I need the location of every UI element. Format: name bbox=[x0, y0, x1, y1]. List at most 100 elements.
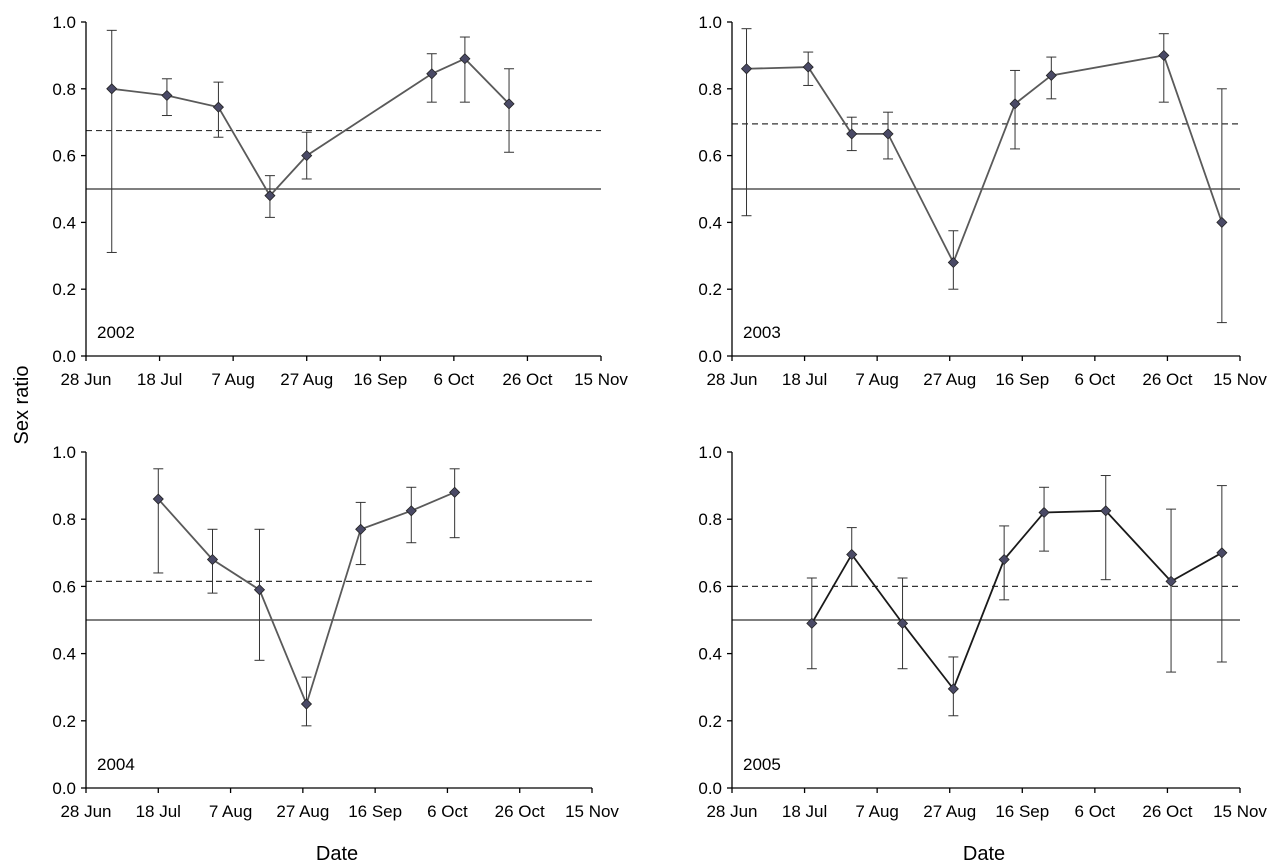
x-tick-label: 7 Aug bbox=[855, 802, 899, 821]
y-tick-label: 0.8 bbox=[698, 510, 722, 529]
x-tick-label: 6 Oct bbox=[434, 370, 475, 389]
x-tick-label: 28 Jun bbox=[60, 370, 111, 389]
data-point bbox=[896, 617, 909, 629]
x-tick-label: 26 Oct bbox=[502, 370, 552, 389]
series-line bbox=[157, 491, 456, 707]
y-tick-label: 0.4 bbox=[698, 213, 722, 232]
y-tick-label: 0.4 bbox=[52, 213, 76, 232]
series-line bbox=[811, 509, 1223, 691]
data-point bbox=[1045, 69, 1057, 82]
x-tick-label: 27 Aug bbox=[923, 802, 976, 821]
y-tick-label: 0.8 bbox=[698, 80, 722, 99]
data-point bbox=[846, 128, 858, 140]
data-point bbox=[355, 523, 367, 535]
data-point bbox=[1216, 547, 1228, 559]
data-point bbox=[1165, 575, 1177, 587]
x-tick-label: 7 Aug bbox=[209, 802, 253, 821]
data-point bbox=[947, 256, 959, 269]
data-point bbox=[426, 68, 438, 80]
data-point bbox=[161, 89, 173, 102]
y-tick-label: 0.2 bbox=[698, 280, 722, 299]
data-point bbox=[1038, 506, 1050, 519]
x-tick-label: 6 Oct bbox=[1075, 802, 1116, 821]
x-tick-label: 27 Aug bbox=[276, 802, 329, 821]
x-tick-label: 26 Oct bbox=[495, 802, 545, 821]
data-point bbox=[1009, 98, 1021, 110]
x-axis-title-left: Date bbox=[316, 843, 358, 864]
x-tick-label: 6 Oct bbox=[1075, 370, 1116, 389]
panel-2003: 0.0 0.2 0.4 0.6 0.8 1.0 28 Jun 18 Jul 7 Aug 27 Au… bbox=[698, 13, 1267, 389]
data-point bbox=[253, 584, 266, 596]
series-line bbox=[111, 57, 510, 198]
data-point bbox=[846, 548, 858, 561]
y-tick-label: 0.2 bbox=[52, 712, 76, 731]
panel-2005: 0.0 0.2 0.4 0.6 0.8 1.0 28 Jun 18 Jul 7 Aug 27 Au… bbox=[698, 443, 1267, 821]
data-point bbox=[947, 683, 959, 695]
panel-2004: 0.0 0.2 0.4 0.6 0.8 1.0 28 Jun 18 Jul 7 Aug 27 Au… bbox=[52, 443, 619, 821]
x-tick-label: 15 Nov bbox=[1213, 370, 1267, 389]
panel-year-label: 2003 bbox=[743, 323, 781, 342]
x-tick-label: 15 Nov bbox=[565, 802, 619, 821]
data-point bbox=[206, 553, 219, 566]
x-tick-label: 28 Jun bbox=[706, 802, 757, 821]
x-tick-label: 26 Oct bbox=[1142, 370, 1192, 389]
x-tick-label: 15 Nov bbox=[574, 370, 628, 389]
x-tick-label: 7 Aug bbox=[855, 370, 899, 389]
data-point bbox=[740, 63, 753, 75]
y-tick-label: 0.8 bbox=[52, 80, 76, 99]
y-tick-label: 0.0 bbox=[698, 779, 722, 798]
x-tick-label: 7 Aug bbox=[211, 370, 255, 389]
data-point bbox=[503, 98, 515, 110]
data-point bbox=[301, 150, 313, 162]
y-tick-label: 1.0 bbox=[698, 13, 722, 32]
data-point bbox=[1100, 505, 1112, 517]
panel-year-label: 2004 bbox=[97, 755, 135, 774]
data-point bbox=[806, 617, 818, 629]
data-point bbox=[882, 128, 894, 140]
y-tick-label: 0.0 bbox=[52, 779, 76, 798]
panel-2002: 0.0 0.2 0.4 0.6 0.8 1.0 28 Jun 18 Jul 7 Aug 27 Au… bbox=[52, 13, 628, 389]
x-tick-label: 27 Aug bbox=[280, 370, 333, 389]
data-point bbox=[300, 698, 313, 710]
data-point bbox=[264, 190, 276, 202]
y-tick-label: 1.0 bbox=[52, 443, 76, 462]
data-point bbox=[449, 486, 461, 498]
data-point bbox=[106, 83, 118, 95]
data-point bbox=[212, 101, 224, 113]
y-tick-label: 1.0 bbox=[698, 443, 722, 462]
panel-year-label: 2005 bbox=[743, 755, 781, 774]
x-tick-label: 28 Jun bbox=[706, 370, 757, 389]
y-tick-label: 0.0 bbox=[698, 347, 722, 366]
y-tick-label: 1.0 bbox=[52, 13, 76, 32]
data-point bbox=[1158, 49, 1170, 61]
x-tick-label: 18 Jul bbox=[782, 802, 827, 821]
y-tick-label: 0.6 bbox=[52, 147, 76, 166]
x-tick-label: 18 Jul bbox=[136, 802, 181, 821]
y-tick-label: 0.2 bbox=[698, 712, 722, 731]
y-axis-title: Sex ratio bbox=[11, 366, 33, 445]
y-tick-label: 0.6 bbox=[698, 147, 722, 166]
x-tick-label: 16 Sep bbox=[348, 802, 402, 821]
y-tick-label: 0.8 bbox=[52, 510, 76, 529]
y-tick-label: 0.6 bbox=[52, 577, 76, 596]
x-axis-title-right: Date bbox=[963, 843, 1005, 864]
x-tick-label: 18 Jul bbox=[137, 370, 182, 389]
y-tick-label: 0.6 bbox=[698, 577, 722, 596]
x-tick-label: 16 Sep bbox=[353, 370, 407, 389]
data-point bbox=[802, 61, 814, 73]
series-line bbox=[746, 54, 1223, 265]
data-point bbox=[405, 505, 417, 517]
data-point bbox=[1216, 216, 1228, 228]
x-tick-label: 6 Oct bbox=[427, 802, 468, 821]
y-tick-label: 0.2 bbox=[52, 280, 76, 299]
y-tick-label: 0.4 bbox=[698, 645, 722, 664]
x-tick-label: 28 Jun bbox=[60, 802, 111, 821]
x-tick-label: 26 Oct bbox=[1142, 802, 1192, 821]
x-tick-label: 27 Aug bbox=[923, 370, 976, 389]
x-tick-label: 18 Jul bbox=[782, 370, 827, 389]
y-tick-label: 0.4 bbox=[52, 645, 76, 664]
y-tick-label: 0.0 bbox=[52, 347, 76, 366]
x-tick-label: 15 Nov bbox=[1213, 802, 1267, 821]
data-point bbox=[152, 493, 164, 505]
